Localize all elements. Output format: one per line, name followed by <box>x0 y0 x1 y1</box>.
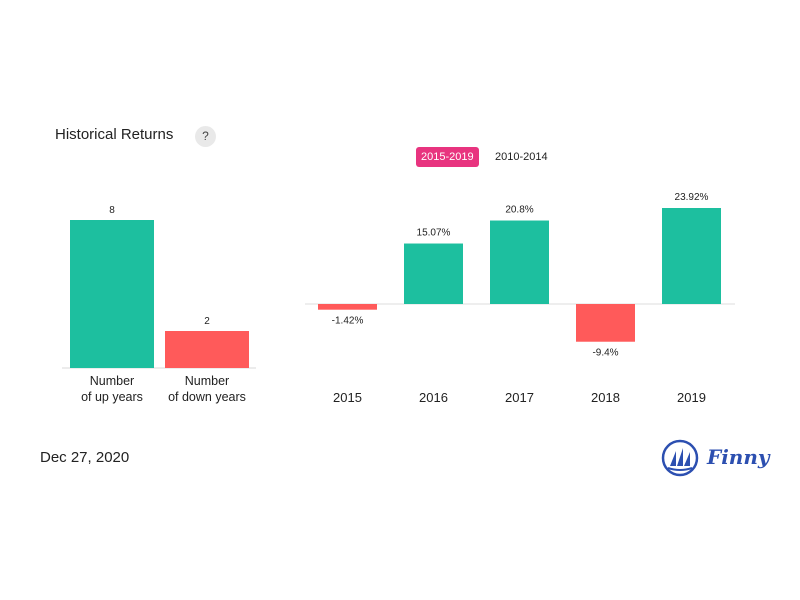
data-label: 15.07% <box>417 228 451 239</box>
category-label: Number <box>90 374 134 388</box>
chart-title: Historical Returns <box>55 126 174 143</box>
as-of-date: Dec 27, 2020 <box>40 449 130 466</box>
category-label: of up years <box>81 390 143 404</box>
bar <box>662 208 721 304</box>
tab-2015-2019[interactable]: 2015-2019 <box>416 147 479 167</box>
data-label: 23.92% <box>675 192 709 203</box>
bar <box>318 304 377 310</box>
data-label: 8 <box>109 205 115 216</box>
tab-2010-2014[interactable]: 2010-2014 <box>495 151 548 163</box>
finny-logo: Finny <box>661 439 771 479</box>
data-label: 20.8% <box>505 205 533 216</box>
x-tick-label: 2018 <box>591 390 620 405</box>
data-label: -9.4% <box>592 348 618 359</box>
data-label: 2 <box>204 316 210 327</box>
x-tick-label: 2015 <box>333 390 362 405</box>
finny-logo-icon <box>661 439 699 477</box>
brand-name: Finny <box>707 445 770 469</box>
x-tick-label: 2019 <box>677 390 706 405</box>
bar <box>165 331 249 368</box>
help-button[interactable]: ? <box>195 126 216 147</box>
category-label: of down years <box>168 390 246 404</box>
x-tick-label: 2016 <box>419 390 448 405</box>
data-label: -1.42% <box>332 316 364 327</box>
bar <box>70 220 154 368</box>
x-tick-label: 2017 <box>505 390 534 405</box>
bar <box>404 243 463 304</box>
bar <box>576 304 635 342</box>
category-label: Number <box>185 374 229 388</box>
bar <box>490 220 549 304</box>
